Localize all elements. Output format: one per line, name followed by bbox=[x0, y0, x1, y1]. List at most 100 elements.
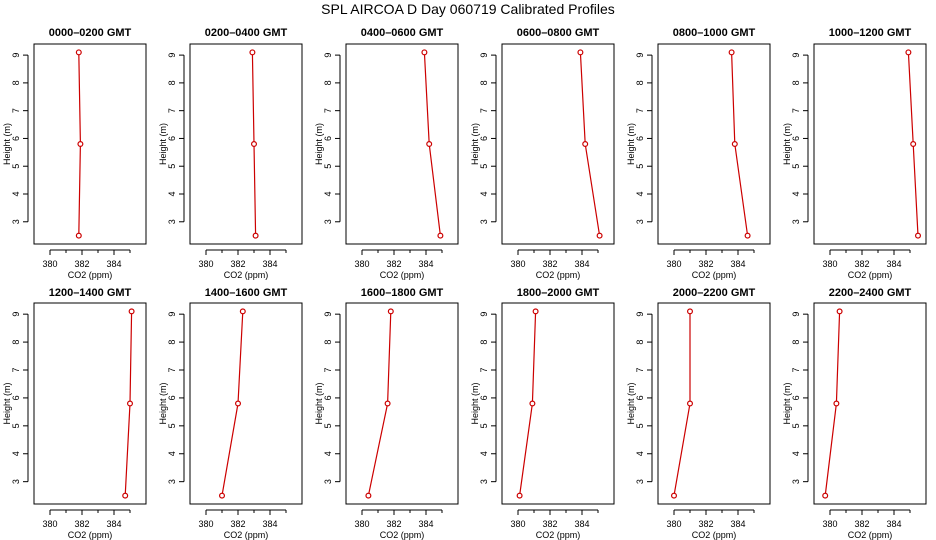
data-point bbox=[529, 400, 536, 407]
y-tick-label: 7 bbox=[479, 108, 489, 113]
y-tick-label: 7 bbox=[479, 367, 489, 372]
x-tick-label: 382 bbox=[74, 259, 89, 269]
y-axis-label: Height (m) bbox=[470, 382, 480, 424]
figure-title: SPL AIRCOA D Day 060719 Calibrated Profi… bbox=[321, 1, 615, 17]
y-tick-label: 6 bbox=[791, 395, 801, 400]
y-tick-label: 9 bbox=[791, 53, 801, 58]
y-tick-label: 5 bbox=[635, 164, 645, 169]
x-tick-label: 384 bbox=[106, 519, 121, 529]
x-axis-label: CO2 (ppm) bbox=[68, 270, 113, 280]
y-tick-label: 7 bbox=[11, 367, 21, 372]
plot-frame bbox=[33, 302, 147, 505]
plot-frame bbox=[345, 302, 459, 505]
panel-title: 2200–2400 GMT bbox=[829, 287, 912, 299]
x-axis-label: CO2 (ppm) bbox=[692, 270, 737, 280]
y-tick-label: 4 bbox=[791, 451, 801, 456]
panel-title: 0800–1000 GMT bbox=[673, 27, 756, 39]
y-axis-label: Height (m) bbox=[158, 123, 168, 165]
y-tick-label: 9 bbox=[167, 53, 177, 58]
x-tick-label: 380 bbox=[510, 519, 525, 529]
data-point bbox=[126, 400, 133, 407]
y-tick-label: 6 bbox=[11, 136, 21, 141]
y-tick-label: 9 bbox=[167, 312, 177, 317]
x-tick-label: 384 bbox=[886, 519, 901, 529]
y-tick-label: 8 bbox=[167, 80, 177, 85]
x-tick-label: 382 bbox=[698, 519, 713, 529]
data-point bbox=[75, 49, 82, 56]
data-point bbox=[596, 232, 603, 239]
data-point bbox=[822, 492, 829, 499]
x-tick-label: 380 bbox=[354, 259, 369, 269]
y-tick-label: 3 bbox=[11, 219, 21, 224]
y-tick-label: 6 bbox=[635, 395, 645, 400]
plot-frame bbox=[501, 302, 615, 505]
y-tick-label: 5 bbox=[635, 423, 645, 428]
plot-frame bbox=[189, 43, 303, 245]
y-tick-label: 7 bbox=[323, 367, 333, 372]
data-point bbox=[122, 492, 129, 499]
y-tick-label: 9 bbox=[323, 53, 333, 58]
panel-title: 1400–1600 GMT bbox=[205, 287, 288, 299]
x-tick-label: 384 bbox=[574, 519, 589, 529]
y-tick-label: 4 bbox=[11, 451, 21, 456]
y-tick-label: 5 bbox=[11, 164, 21, 169]
plot-frame bbox=[189, 302, 303, 505]
y-tick-label: 6 bbox=[635, 136, 645, 141]
y-tick-label: 5 bbox=[479, 164, 489, 169]
y-tick-label: 9 bbox=[791, 312, 801, 317]
plot-frame bbox=[813, 43, 927, 245]
x-tick-label: 384 bbox=[418, 519, 433, 529]
data-point bbox=[421, 49, 428, 56]
y-tick-label: 8 bbox=[323, 340, 333, 345]
y-tick-label: 6 bbox=[167, 395, 177, 400]
x-tick-label: 382 bbox=[854, 259, 869, 269]
x-tick-label: 382 bbox=[854, 519, 869, 529]
x-axis-label: CO2 (ppm) bbox=[536, 270, 581, 280]
data-point bbox=[249, 49, 256, 56]
x-tick-label: 382 bbox=[74, 519, 89, 529]
y-tick-label: 9 bbox=[635, 53, 645, 58]
y-axis-label: Height (m) bbox=[782, 123, 792, 165]
x-tick-label: 380 bbox=[510, 259, 525, 269]
y-tick-label: 6 bbox=[479, 136, 489, 141]
y-tick-label: 8 bbox=[323, 80, 333, 85]
x-tick-label: 382 bbox=[386, 519, 401, 529]
data-point bbox=[836, 308, 843, 315]
y-axis-label: Height (m) bbox=[626, 382, 636, 424]
y-tick-label: 4 bbox=[11, 191, 21, 196]
y-tick-label: 3 bbox=[11, 479, 21, 484]
y-tick-label: 5 bbox=[167, 423, 177, 428]
y-tick-label: 5 bbox=[323, 423, 333, 428]
y-tick-label: 9 bbox=[635, 312, 645, 317]
data-point bbox=[426, 141, 433, 148]
x-axis-label: CO2 (ppm) bbox=[68, 530, 113, 540]
y-tick-label: 7 bbox=[635, 108, 645, 113]
data-point bbox=[577, 49, 584, 56]
x-tick-label: 380 bbox=[42, 259, 57, 269]
y-tick-label: 8 bbox=[479, 340, 489, 345]
plot-frame bbox=[501, 43, 615, 245]
y-tick-label: 4 bbox=[635, 191, 645, 196]
x-tick-label: 384 bbox=[106, 259, 121, 269]
y-tick-label: 6 bbox=[11, 395, 21, 400]
panel-title: 1800–2000 GMT bbox=[517, 287, 600, 299]
y-axis-label: Height (m) bbox=[470, 123, 480, 165]
y-tick-label: 6 bbox=[167, 136, 177, 141]
y-tick-label: 7 bbox=[167, 108, 177, 113]
y-tick-label: 3 bbox=[323, 479, 333, 484]
data-point bbox=[532, 308, 539, 315]
data-point bbox=[251, 141, 258, 148]
data-point bbox=[744, 232, 751, 239]
x-axis-label: CO2 (ppm) bbox=[224, 270, 269, 280]
data-point bbox=[235, 400, 242, 407]
y-axis-label: Height (m) bbox=[314, 123, 324, 165]
data-point bbox=[77, 141, 84, 148]
data-point bbox=[833, 400, 840, 407]
